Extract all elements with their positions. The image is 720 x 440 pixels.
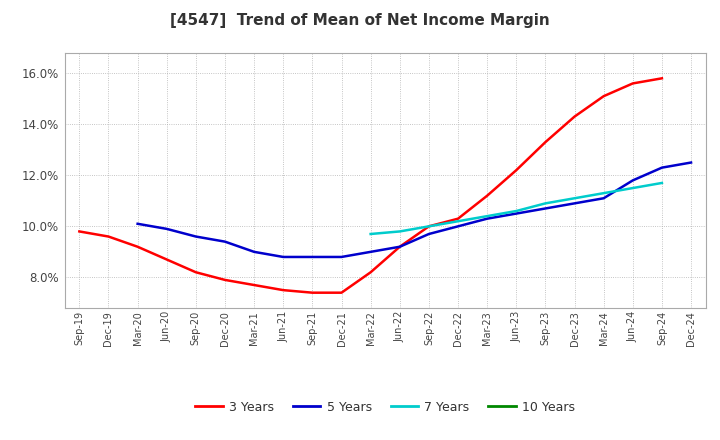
5 Years: [192, 234, 200, 239]
3 Years: [599, 94, 608, 99]
5 Years: [629, 178, 637, 183]
Text: [4547]  Trend of Mean of Net Income Margin: [4547] Trend of Mean of Net Income Margi…: [170, 13, 550, 28]
3 Years: [133, 244, 142, 249]
3 Years: [454, 216, 462, 221]
5 Years: [512, 211, 521, 216]
Line: 3 Years: 3 Years: [79, 78, 662, 293]
7 Years: [425, 224, 433, 229]
5 Years: [541, 206, 550, 211]
5 Years: [220, 239, 229, 244]
5 Years: [657, 165, 666, 170]
3 Years: [75, 229, 84, 234]
3 Years: [192, 270, 200, 275]
5 Years: [250, 249, 258, 254]
5 Years: [337, 254, 346, 260]
3 Years: [657, 76, 666, 81]
5 Years: [425, 231, 433, 237]
3 Years: [541, 139, 550, 145]
3 Years: [279, 287, 287, 293]
5 Years: [483, 216, 492, 221]
3 Years: [366, 270, 375, 275]
5 Years: [570, 201, 579, 206]
7 Years: [483, 213, 492, 219]
7 Years: [629, 185, 637, 191]
7 Years: [512, 209, 521, 214]
5 Years: [133, 221, 142, 227]
7 Years: [454, 219, 462, 224]
7 Years: [395, 229, 404, 234]
5 Years: [687, 160, 696, 165]
Line: 5 Years: 5 Years: [138, 162, 691, 257]
3 Years: [337, 290, 346, 295]
5 Years: [366, 249, 375, 254]
7 Years: [599, 191, 608, 196]
5 Years: [308, 254, 317, 260]
7 Years: [657, 180, 666, 186]
3 Years: [395, 244, 404, 249]
3 Years: [250, 282, 258, 288]
Line: 7 Years: 7 Years: [371, 183, 662, 234]
5 Years: [454, 224, 462, 229]
3 Years: [220, 277, 229, 282]
3 Years: [483, 193, 492, 198]
3 Years: [512, 168, 521, 173]
7 Years: [366, 231, 375, 237]
5 Years: [163, 226, 171, 231]
5 Years: [395, 244, 404, 249]
3 Years: [570, 114, 579, 119]
5 Years: [279, 254, 287, 260]
3 Years: [308, 290, 317, 295]
7 Years: [570, 196, 579, 201]
7 Years: [541, 201, 550, 206]
5 Years: [599, 196, 608, 201]
3 Years: [104, 234, 113, 239]
Legend: 3 Years, 5 Years, 7 Years, 10 Years: 3 Years, 5 Years, 7 Years, 10 Years: [191, 396, 580, 419]
3 Years: [629, 81, 637, 86]
3 Years: [163, 257, 171, 262]
3 Years: [425, 224, 433, 229]
